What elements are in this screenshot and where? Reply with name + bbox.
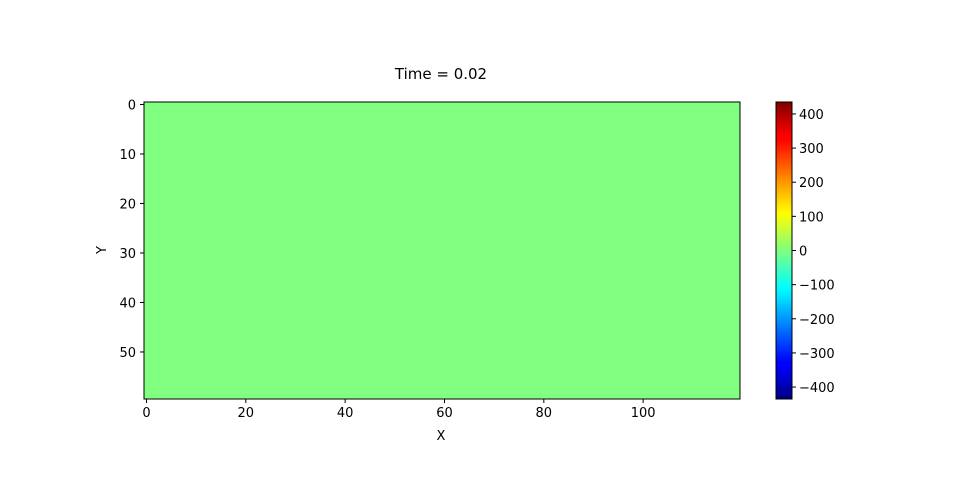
colorbar-tick: −200 [792,313,835,328]
x-tick: 20 [238,399,255,421]
y-tick: 40 [119,296,144,311]
colorbar-tick: 300 [792,142,824,157]
colorbar-tick-label: −200 [799,313,835,328]
y-tick-label: 20 [119,197,136,212]
chart-title: Time = 0.02 [394,65,487,83]
y-tick-label: 30 [119,247,136,262]
y-tick: 50 [119,346,144,361]
y-axis-ticks: 0 10 20 30 40 50 [119,98,144,361]
x-tick: 60 [436,399,453,421]
colorbar-tick-label: 300 [799,142,824,157]
colorbar-tick-label: 100 [799,210,824,225]
y-tick-label: 0 [128,98,136,113]
y-tick-label: 50 [119,346,136,361]
colorbar [775,101,793,400]
y-tick: 10 [119,148,144,163]
colorbar-tick-label: −300 [799,347,835,362]
y-tick: 20 [119,197,144,212]
colorbar-tick: 0 [792,245,807,260]
y-tick: 30 [119,247,144,262]
colorbar-tick-label: 400 [799,108,824,123]
colorbar-tick: −300 [792,347,835,362]
x-tick-label: 60 [436,406,453,421]
x-tick-label: 40 [337,406,354,421]
colorbar-tick: 100 [792,210,824,225]
y-tick: 0 [128,98,144,113]
y-tick-label: 10 [119,148,136,163]
heatmap-field [144,102,740,399]
y-tick-label: 40 [119,296,136,311]
x-tick-label: 80 [536,406,553,421]
x-axis-ticks: 0 20 40 60 80 100 [142,399,656,421]
x-tick: 100 [631,399,656,421]
colorbar-tick: 200 [792,176,824,191]
x-tick: 40 [337,399,354,421]
colorbar-tick: −400 [792,381,835,396]
colorbar-tick-label: −400 [799,381,835,396]
x-tick-label: 100 [631,406,656,421]
colorbar-tick-label: −100 [799,279,835,294]
x-tick: 80 [536,399,553,421]
x-tick-label: 0 [142,406,150,421]
colorbar-tick: −100 [792,279,835,294]
x-axis-label: X [437,429,446,444]
y-axis-label: Y [95,246,110,255]
colorbar-ticks: −400 −300 −200 −100 0 100 200 300 400 [792,108,835,396]
colorbar-tick-label: 200 [799,176,824,191]
x-tick: 0 [142,399,151,421]
colorbar-tick: 400 [792,108,824,123]
colorbar-tick-label: 0 [799,245,807,260]
plot-frame [143,101,741,400]
x-tick-label: 20 [238,406,255,421]
